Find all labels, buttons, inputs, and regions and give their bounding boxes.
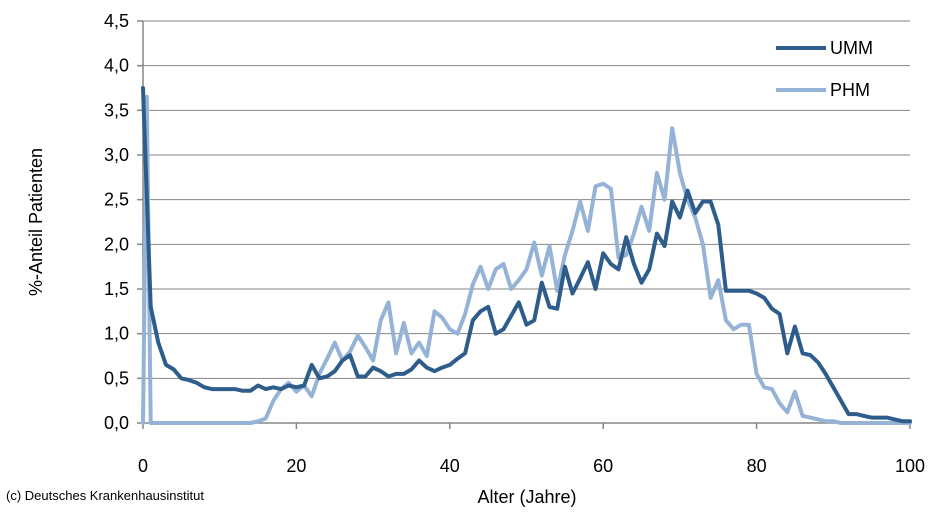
y-tick-label: 0,5 — [104, 368, 129, 388]
series-line-umm — [141, 86, 912, 424]
y-tick-label: 3,0 — [104, 145, 129, 165]
y-tick-label: 3,5 — [104, 100, 129, 120]
y-tick-label: 4,5 — [104, 11, 129, 31]
copyright-credit: (c) Deutsches Krankenhausinstitut — [6, 488, 204, 503]
x-axis-title: Alter (Jahre) — [477, 487, 576, 507]
y-tick-label: 0,0 — [104, 413, 129, 433]
legend-label-phm: PHM — [830, 80, 870, 100]
x-axis-ticks: 0 20 40 60 80 100 — [138, 423, 925, 476]
x-tick-label: 80 — [747, 456, 767, 476]
data-series — [141, 86, 912, 425]
legend: UMM PHM — [776, 38, 873, 100]
x-tick-label: 100 — [895, 456, 925, 476]
y-tick-label: 2,0 — [104, 234, 129, 254]
y-tick-label: 1,5 — [104, 279, 129, 299]
y-tick-label: 4,0 — [104, 56, 129, 76]
y-tick-label: 1,0 — [104, 324, 129, 344]
series-line-phm — [141, 94, 912, 425]
grid-lines — [143, 20, 910, 379]
y-axis-title: %-Anteil Patienten — [26, 148, 46, 296]
x-tick-label: 20 — [286, 456, 306, 476]
legend-label-umm: UMM — [830, 38, 873, 58]
x-tick-label: 0 — [138, 456, 148, 476]
y-axis-ticks: 0,0 0,5 1,0 1,5 2,0 2,5 3,0 3,5 4,0 4,5 — [104, 11, 143, 433]
x-tick-label: 40 — [440, 456, 460, 476]
x-tick-label: 60 — [593, 456, 613, 476]
y-tick-label: 2,5 — [104, 190, 129, 210]
